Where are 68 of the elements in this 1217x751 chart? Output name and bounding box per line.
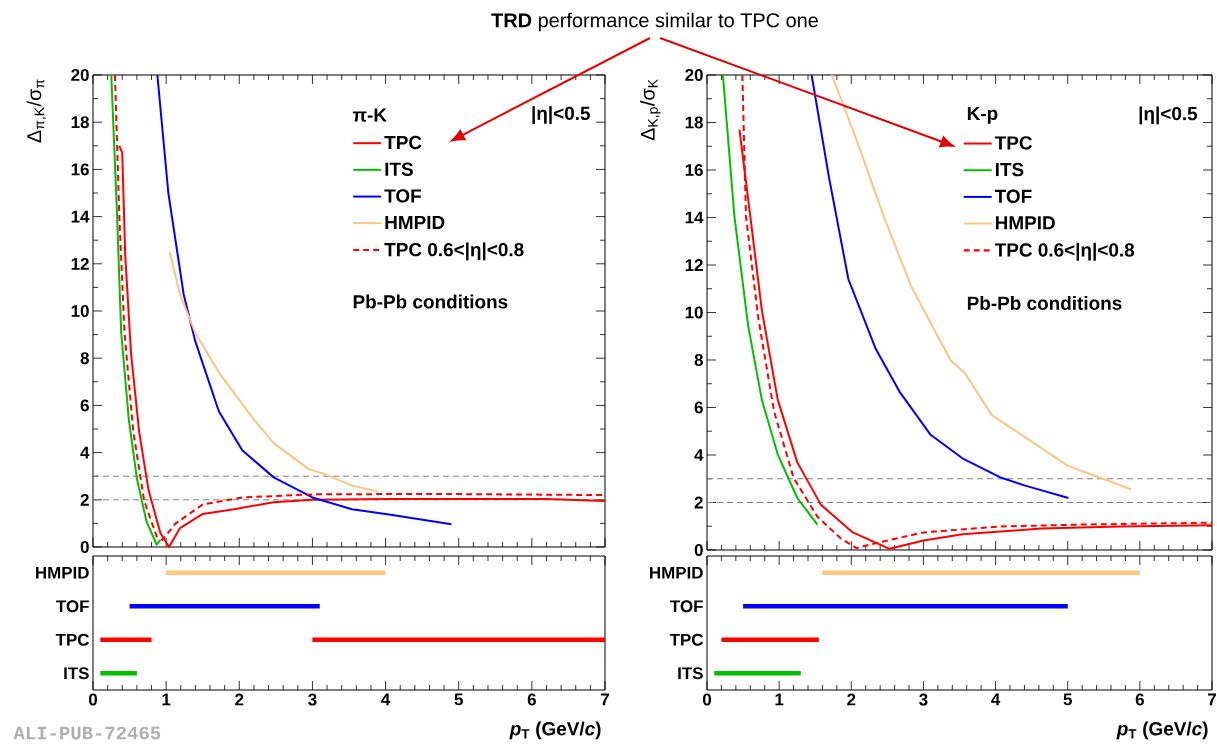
x-axis-title: p$_{T}$ (GeV/c) xyxy=(1116,721,1208,740)
y-tick-label: 6 xyxy=(694,401,703,414)
y-tick-label: 16 xyxy=(71,163,89,176)
text: TRD performance similar to TPC one xyxy=(491,12,818,32)
y-tick-label: 10 xyxy=(71,305,89,317)
y-tick-label: HMPID xyxy=(650,566,703,579)
y-tick-label: 10 xyxy=(685,306,703,319)
y-tick-label: TOF xyxy=(56,600,89,613)
y-tick-label: 0 xyxy=(694,544,703,556)
annotation: Pb-Pb conditions xyxy=(353,294,508,309)
text: ALI-PUB-72465 xyxy=(13,726,161,740)
legend-label: ITS xyxy=(385,162,413,176)
y-tick-label: 14 xyxy=(685,211,704,224)
y-tick-label: 8 xyxy=(80,352,89,365)
x-tick-label: 2 xyxy=(847,693,856,706)
x-tick-label: 4 xyxy=(991,693,1001,706)
x-tick-label: 1 xyxy=(162,693,171,706)
x-tick-label: 6 xyxy=(527,693,536,706)
x-tick-label: 1 xyxy=(775,693,784,706)
x-tick-label: 4 xyxy=(381,693,391,706)
x-tick-label: 5 xyxy=(1063,693,1072,706)
y-tick-label: 4 xyxy=(694,449,704,461)
y-tick-label: 14 xyxy=(71,210,90,223)
x-tick-label: 2 xyxy=(235,693,244,706)
x-tick-label: 0 xyxy=(702,693,712,706)
legend-label: TOF xyxy=(384,189,421,203)
y-tick-label: 12 xyxy=(71,257,89,270)
y-tick-label: 8 xyxy=(694,354,703,366)
annotation: π-K xyxy=(352,108,387,122)
legend-label: TPC xyxy=(994,136,1033,150)
y-tick-label: TOF xyxy=(670,600,703,613)
y-axis-title: Δ$_{π,K}$/σ$_{π}$ xyxy=(26,79,46,143)
x-axis-title: p$_{T}$ (GeV/c) xyxy=(509,721,601,740)
y-tick-label: 20 xyxy=(685,69,703,81)
y-tick-label: 12 xyxy=(685,259,703,271)
annotation: K-p xyxy=(967,106,998,124)
x-tick-label: 6 xyxy=(1135,693,1144,706)
y-tick-label: 18 xyxy=(685,116,703,129)
y-tick-label: 6 xyxy=(80,399,89,412)
y-tick-label: 2 xyxy=(694,496,703,509)
legend-label: ITS xyxy=(995,162,1024,177)
y-tick-label: ITS xyxy=(678,667,703,680)
annotation: |η|<0.5 xyxy=(532,106,590,125)
legend-label: TPC xyxy=(384,135,422,150)
y-tick-label: 0 xyxy=(80,541,89,553)
x-tick-label: 3 xyxy=(308,693,317,706)
y-tick-label: 2 xyxy=(80,493,89,506)
x-tick-label: 0 xyxy=(88,693,98,706)
y-axis-title: Δ$_{K,p}$/σ$_{K}$ xyxy=(640,79,661,141)
x-tick-label: 3 xyxy=(919,693,928,706)
y-tick-label: TPC xyxy=(55,633,90,646)
legend-label: TPC 0.6<|η|<0.8 xyxy=(994,242,1135,261)
legend-label: HMPID xyxy=(995,216,1055,230)
legend-label: TOF xyxy=(994,189,1032,203)
y-tick-label: HMPID xyxy=(36,566,89,579)
y-tick-label: 18 xyxy=(71,116,89,129)
y-tick-label: 16 xyxy=(685,164,703,176)
y-tick-label: TPC xyxy=(669,633,704,646)
x-tick-label: 7 xyxy=(1208,693,1216,706)
x-tick-label: 7 xyxy=(601,693,609,706)
annotation: Pb-Pb conditions xyxy=(967,296,1122,310)
legend-label: HMPID xyxy=(385,215,445,229)
y-tick-label: 4 xyxy=(80,446,90,459)
annotation: |η|<0.5 xyxy=(1139,106,1198,125)
y-tick-label: 20 xyxy=(71,69,89,81)
legend-label: TPC 0.6<|η|<0.8 xyxy=(384,242,524,261)
x-tick-label: 5 xyxy=(454,693,463,706)
y-tick-label: ITS xyxy=(64,667,89,680)
